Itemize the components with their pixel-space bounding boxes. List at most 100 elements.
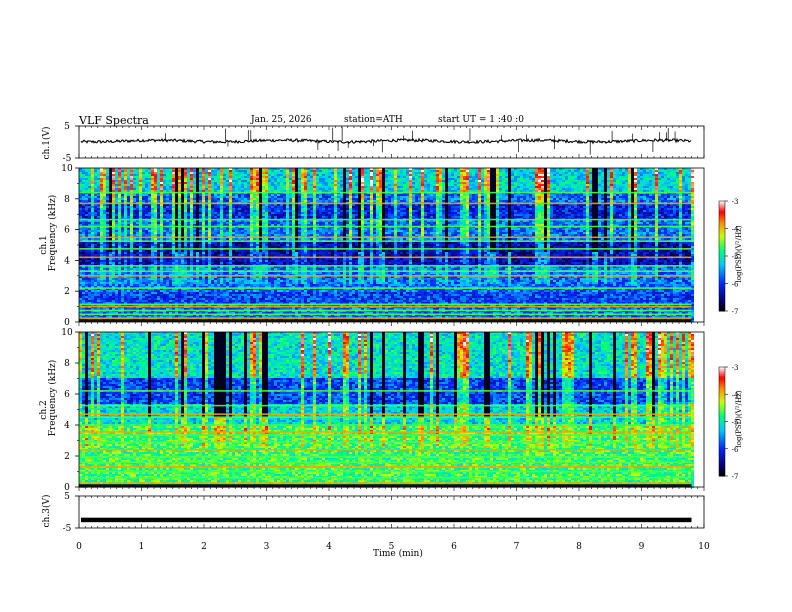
spec-cell xyxy=(184,210,187,212)
spec-cell xyxy=(376,174,379,176)
spec-cell xyxy=(625,176,628,178)
spec-cell xyxy=(508,174,511,176)
spec-cell xyxy=(193,190,196,192)
spec-cell xyxy=(94,206,97,208)
spec-cell xyxy=(520,176,523,178)
spec-cell xyxy=(391,204,394,206)
spec-cell xyxy=(142,170,145,172)
spec-cell xyxy=(223,198,226,200)
spec-cell xyxy=(208,204,211,206)
spec-cell xyxy=(547,204,550,206)
spec-cell xyxy=(580,184,583,186)
spec-cell xyxy=(445,196,448,198)
spec-cell xyxy=(544,180,547,182)
spec-cell xyxy=(427,196,430,198)
spec-cell xyxy=(208,186,211,188)
spec-cell xyxy=(178,170,181,172)
spec-cell xyxy=(553,200,556,202)
spec-cell xyxy=(412,172,415,174)
spec-cell xyxy=(547,212,550,214)
spec-cell xyxy=(241,172,244,174)
spec-cell xyxy=(145,196,148,198)
spec-cell xyxy=(472,200,475,202)
spec-cell xyxy=(157,184,160,186)
spec-cell xyxy=(547,182,550,184)
spec-cell xyxy=(664,200,667,202)
spec-cell xyxy=(592,198,595,200)
spec-cell xyxy=(496,170,499,172)
spec-cell xyxy=(277,212,280,214)
spec-cell xyxy=(190,178,193,180)
spec-cell xyxy=(85,208,88,210)
spec-cell xyxy=(325,186,328,188)
spec-cell xyxy=(460,194,463,196)
spec-cell xyxy=(682,170,685,172)
spec-cell xyxy=(250,190,253,192)
spec-cell xyxy=(550,208,553,210)
spec-cell xyxy=(658,174,661,176)
spec-cell xyxy=(451,168,454,170)
spec-cell xyxy=(256,194,259,196)
spec-cell xyxy=(151,188,154,190)
spec-cell xyxy=(475,204,478,206)
spec-cell xyxy=(280,180,283,182)
spec-cell xyxy=(532,176,535,178)
spec-cell xyxy=(670,206,673,208)
spec-cell xyxy=(559,176,562,178)
spec-cell xyxy=(376,194,379,196)
spec-cell xyxy=(265,198,268,200)
spec-cell xyxy=(565,172,568,174)
spec-cell xyxy=(307,180,310,182)
spec-cell xyxy=(334,198,337,200)
spec-cell xyxy=(136,194,139,196)
spec-cell xyxy=(217,208,220,210)
spec-cell xyxy=(229,184,232,186)
spec-cell xyxy=(595,210,598,212)
spec-cell xyxy=(484,206,487,208)
spec-cell xyxy=(586,178,589,180)
spec-cell xyxy=(307,178,310,180)
spec-cell xyxy=(112,194,115,196)
spec-cell xyxy=(565,198,568,200)
spec-cell xyxy=(301,196,304,198)
spec-cell xyxy=(169,168,172,170)
spec-cell xyxy=(298,170,301,172)
spec-cell xyxy=(517,188,520,190)
spec-cell xyxy=(214,168,217,170)
spec-cell xyxy=(358,184,361,186)
spec-cell xyxy=(475,206,478,208)
spec-cell xyxy=(538,190,541,192)
spec-cell xyxy=(91,182,94,184)
spec-cell xyxy=(223,188,226,190)
spec-cell xyxy=(316,208,319,210)
spec-cell xyxy=(250,186,253,188)
spec-cell xyxy=(481,184,484,186)
spec-cell xyxy=(166,208,169,210)
spec-cell xyxy=(391,194,394,196)
spec-cell xyxy=(160,200,163,202)
spec-cell xyxy=(100,188,103,190)
spec-cell xyxy=(616,204,619,206)
spec-cell xyxy=(280,208,283,210)
spec-cell xyxy=(343,176,346,178)
spec-cell xyxy=(562,196,565,198)
spec-cell xyxy=(301,178,304,180)
spec-cell xyxy=(673,172,676,174)
spec-cell xyxy=(478,212,481,214)
spec-cell xyxy=(268,174,271,176)
spec-cell xyxy=(130,186,133,188)
spec-cell xyxy=(412,188,415,190)
spec-cell xyxy=(145,198,148,200)
spec-cell xyxy=(292,204,295,206)
spec-cell xyxy=(652,184,655,186)
spec-cell xyxy=(247,210,250,212)
spec-cell xyxy=(97,170,100,172)
spec-cell xyxy=(664,168,667,170)
spec-cell xyxy=(289,178,292,180)
spec-cell xyxy=(103,214,106,216)
spec-cell xyxy=(541,174,544,176)
spec-cell xyxy=(346,188,349,190)
spec-cell xyxy=(652,172,655,174)
spec-cell xyxy=(172,206,175,208)
spec-cell xyxy=(292,188,295,190)
